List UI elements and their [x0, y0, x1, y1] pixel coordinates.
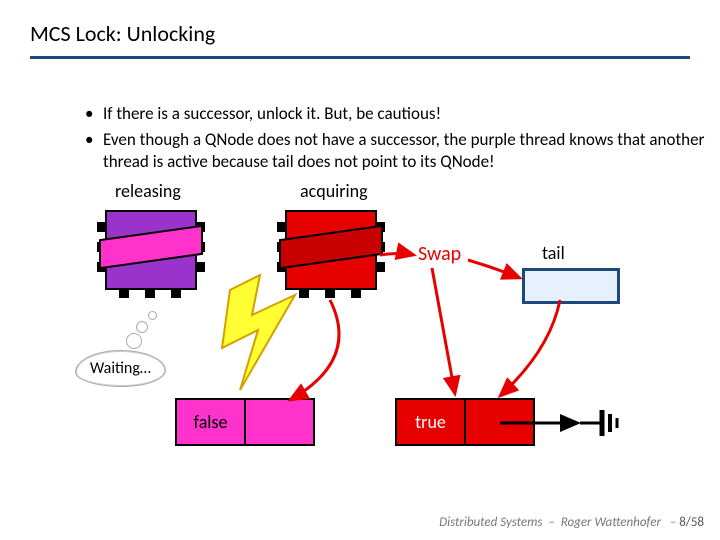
thought-cloud: Waiting…	[75, 350, 166, 387]
footer-author: Roger Wattenhofer	[561, 515, 661, 530]
cloud-text: Waiting…	[90, 359, 151, 378]
title-rule	[30, 56, 690, 59]
cpu-acquiring	[285, 210, 377, 290]
bullet-item: If there is a successor, unlock it. But,…	[85, 103, 720, 125]
qnode-next-field	[245, 398, 315, 446]
tail-box	[522, 268, 620, 304]
bullet-item: Even though a QNode does not have a succ…	[85, 129, 720, 173]
label-acquiring: acquiring	[300, 180, 368, 202]
qnode-next-field	[465, 398, 535, 446]
label-tail: tail	[542, 242, 565, 264]
qnode-releasing: false	[175, 398, 315, 446]
cpu-releasing	[105, 210, 197, 290]
footer-page: 8/58	[679, 515, 704, 530]
footer: Distributed Systems – Roger Wattenhofer …	[439, 515, 704, 530]
null-icon	[580, 406, 622, 446]
bolt-icon	[222, 275, 295, 390]
qnode-acquiring: true	[395, 398, 535, 446]
footer-course: Distributed Systems	[439, 515, 542, 530]
label-swap: Swap	[418, 242, 461, 266]
qnode-locked-field: true	[395, 398, 465, 446]
slide: MCS Lock: Unlocking If there is a succes…	[0, 0, 720, 540]
slide-title: MCS Lock: Unlocking	[30, 20, 215, 47]
bullet-list: If there is a successor, unlock it. But,…	[45, 103, 720, 177]
label-releasing: releasing	[115, 180, 181, 202]
qnode-locked-field: false	[175, 398, 245, 446]
